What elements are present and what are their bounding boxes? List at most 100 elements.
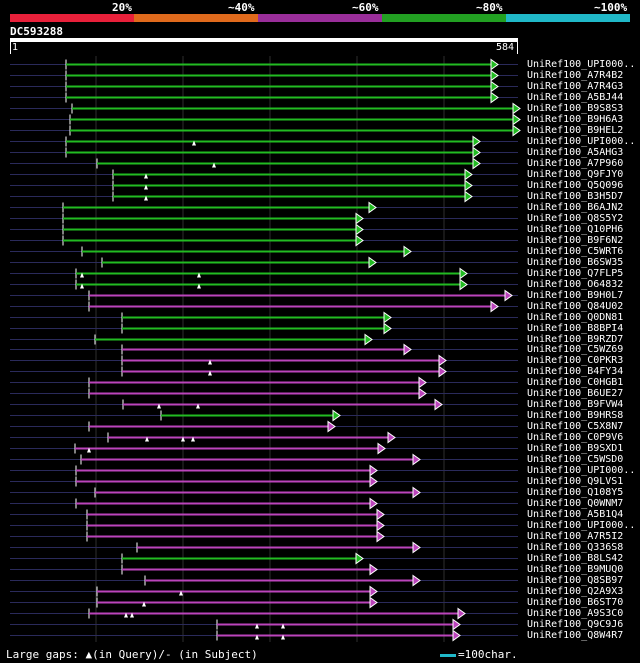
legend-label-4: ~80% (476, 1, 503, 14)
hit-label[interactable]: UniRef100_B9H0L7 (527, 289, 624, 301)
hit-label[interactable]: UniRef100_A7P960 (527, 157, 624, 169)
hit-label[interactable]: UniRef100_A7R5I2 (527, 530, 624, 542)
hit-label[interactable]: UniRef100_Q9LVS1 (527, 475, 624, 487)
query-gap-marker (144, 195, 148, 201)
hit-label[interactable]: UniRef100_B9MUQ0 (527, 563, 624, 575)
hit-label[interactable]: UniRef100_C5X8N7 (527, 420, 624, 432)
hit-row-10 (10, 157, 518, 170)
hit-row-8 (10, 135, 518, 148)
hit-label[interactable]: UniRef100_Q336S8 (527, 541, 624, 553)
hit-label[interactable]: UniRef100_Q8W4R7 (527, 629, 624, 641)
hit-label[interactable]: UniRef100_B3H5D7 (527, 190, 624, 202)
hit-end-arrow (434, 398, 443, 411)
hit-label[interactable]: UniRef100_C0HGB1 (527, 376, 624, 388)
hit-label[interactable]: UniRef100_C0P9V6 (527, 431, 624, 443)
hit-label[interactable]: UniRef100_A5B1Q4 (527, 508, 624, 520)
hit-end-arrow (464, 190, 473, 203)
hit-end-arrow (369, 497, 378, 510)
query-gap-marker (157, 403, 161, 409)
hit-label[interactable]: UniRef100_UPI000.. (527, 519, 636, 531)
query-gap-marker (197, 283, 201, 289)
hit-label[interactable]: UniRef100_UPI000.. (527, 135, 636, 147)
hit-label[interactable]: UniRef100_UPI000.. (527, 58, 636, 70)
hit-row-40 (10, 486, 518, 499)
hit-label[interactable]: UniRef100_B4FY34 (527, 365, 624, 377)
hit-row-25 (10, 322, 518, 335)
hit-label[interactable]: UniRef100_B9FVW4 (527, 398, 624, 410)
hit-row-39 (10, 475, 518, 488)
hit-label[interactable]: UniRef100_Q9FJY0 (527, 168, 624, 180)
hit-end-arrow (369, 563, 378, 576)
hit-end-arrow (369, 475, 378, 488)
hit-label[interactable]: UniRef100_C0PKR3 (527, 354, 624, 366)
hit-label[interactable]: UniRef100_C5WRT6 (527, 245, 624, 257)
hit-label[interactable]: UniRef100_B8BPI4 (527, 322, 624, 334)
hit-row-34 (10, 420, 518, 433)
hit-label[interactable]: UniRef100_Q5Q096 (527, 179, 624, 191)
hit-label[interactable]: UniRef100_A7R4G3 (527, 80, 624, 92)
query-gap-marker (196, 403, 200, 409)
hit-label[interactable]: UniRef100_B9S8S3 (527, 102, 624, 114)
hit-label[interactable]: UniRef100_O64832 (527, 278, 624, 290)
hit-row-19 (10, 256, 518, 269)
hit-label[interactable]: UniRef100_B9SXD1 (527, 442, 624, 454)
hit-label[interactable]: UniRef100_B6ST70 (527, 596, 624, 608)
hit-label[interactable]: UniRef100_UPI000.. (527, 464, 636, 476)
hit-row-46 (10, 552, 518, 565)
hit-row-3 (10, 80, 518, 93)
hit-end-arrow (327, 420, 336, 433)
hit-row-28 (10, 354, 518, 367)
hit-row-5 (10, 102, 521, 115)
query-name: DC593288 (10, 25, 63, 38)
hit-row-32 (10, 398, 518, 411)
footer-large-gaps: Large gaps: (6, 648, 79, 661)
hit-label[interactable]: UniRef100_B9H6A3 (527, 113, 624, 125)
hit-end-arrow (376, 508, 385, 521)
hit-row-36 (10, 442, 518, 455)
footer-scale-label: =100char. (458, 648, 518, 661)
hit-end-arrow (438, 365, 447, 378)
hit-label[interactable]: UniRef100_A7R4B2 (527, 69, 624, 81)
hit-label[interactable]: UniRef100_Q84U02 (527, 300, 624, 312)
hit-label[interactable]: UniRef100_B6SW35 (527, 256, 624, 268)
hit-label[interactable]: UniRef100_Q9C9J6 (527, 618, 624, 630)
hit-label[interactable]: UniRef100_Q7FLP5 (527, 267, 624, 279)
hit-label[interactable]: UniRef100_A9S3C0 (527, 607, 624, 619)
hit-row-33 (10, 409, 518, 422)
hit-row-18 (10, 245, 518, 258)
query-gap-marker (130, 612, 134, 618)
query-gap-marker (212, 162, 216, 168)
hit-label[interactable]: UniRef100_B6AJN2 (527, 201, 624, 213)
hit-label[interactable]: UniRef100_B8LS42 (527, 552, 624, 564)
hit-label[interactable]: UniRef100_B9RZD7 (527, 333, 624, 345)
hit-label[interactable]: UniRef100_Q0WNM7 (527, 497, 624, 509)
hit-label[interactable]: UniRef100_Q2A9X3 (527, 585, 624, 597)
hit-row-11 (10, 168, 518, 181)
hit-label[interactable]: UniRef100_Q8SB97 (527, 574, 624, 586)
hit-label[interactable]: UniRef100_B9F6N2 (527, 234, 624, 246)
hit-end-arrow (368, 201, 377, 214)
legend-segment-1 (10, 14, 134, 22)
hit-label[interactable]: UniRef100_B9HRS8 (527, 409, 624, 421)
hit-label[interactable]: UniRef100_B9HEL2 (527, 124, 624, 136)
hit-label[interactable]: UniRef100_C5WZ69 (527, 343, 624, 355)
query-gap-marker (255, 634, 259, 640)
hit-label[interactable]: UniRef100_C5WSD0 (527, 453, 624, 465)
hit-row-30 (10, 376, 518, 389)
hit-label[interactable]: UniRef100_B6UE27 (527, 387, 624, 399)
query-ruler (10, 38, 518, 42)
hit-label[interactable]: UniRef100_A5BJ44 (527, 91, 624, 103)
hit-label[interactable]: UniRef100_A5AHG3 (527, 146, 624, 158)
query-gap-marker (142, 601, 146, 607)
query-gap-marker (80, 283, 84, 289)
hit-row-44 (10, 530, 518, 543)
hit-end-arrow (383, 322, 392, 335)
hit-end-arrow (457, 607, 466, 620)
hit-label[interactable]: UniRef100_Q8S5Y2 (527, 212, 624, 224)
query-gap-marker (181, 436, 185, 442)
hit-label[interactable]: UniRef100_Q0DN81 (527, 311, 624, 323)
scale-swatch (440, 653, 456, 657)
hit-label[interactable]: UniRef100_Q108Y5 (527, 486, 624, 498)
legend-label-5: ~100% (594, 1, 628, 14)
hit-label[interactable]: UniRef100_Q10PH6 (527, 223, 624, 235)
